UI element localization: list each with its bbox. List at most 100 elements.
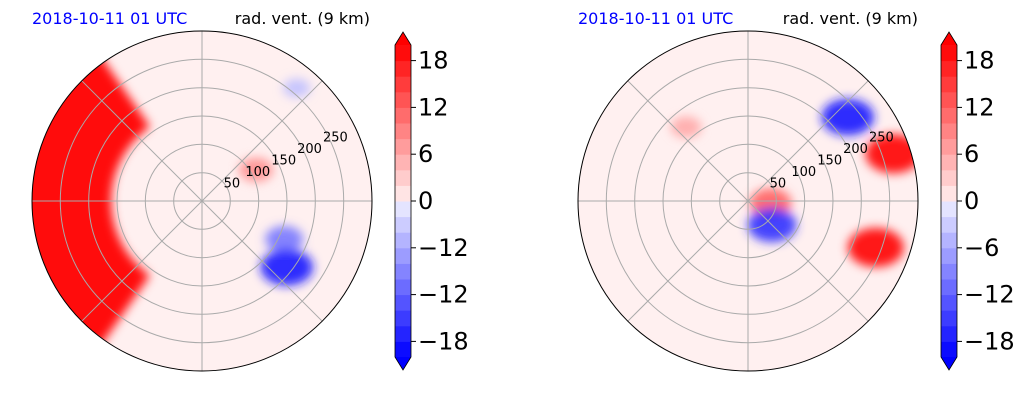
right-colorbar-level-6	[941, 247, 957, 264]
right-feature-blob-5	[670, 116, 702, 138]
right-velocity-field	[670, 98, 918, 268]
left-colorbar-level-11	[395, 169, 411, 186]
left-colorbar-tick-label-0: 18	[418, 47, 449, 75]
left-panel-variable-title: rad. vent. (9 km)	[235, 9, 370, 28]
left-colorbar-tick-label-2: 6	[418, 140, 433, 168]
left-colorbar-level-16	[395, 91, 411, 108]
right-colorbar-level-16	[941, 91, 957, 108]
right-colorbar-tick-label-2: 6	[964, 140, 979, 168]
left-colorbar-level-10	[395, 185, 411, 202]
left-colorbar-level-1	[395, 325, 411, 342]
left-colorbar-level-8	[395, 216, 411, 233]
right-colorbar-level-2	[941, 310, 957, 327]
left-colorbar-level-4	[395, 279, 411, 296]
left-colorbar-level-12	[395, 154, 411, 171]
right-radial-135	[747, 200, 869, 322]
right-colorbar: 18 12 6 0 −6 −12 −18	[940, 31, 1015, 371]
left-ring-label-150: 150	[271, 153, 296, 168]
right-ring-label-100: 100	[791, 165, 816, 180]
right-colorbar-level-18	[941, 60, 957, 77]
left-panel-date-title: 2018-10-11 01 UTC	[32, 9, 187, 28]
left-panel: 2018-10-11 01 UTC rad. vent. (9 km) 50 10…	[31, 9, 469, 372]
right-colorbar-level-1	[941, 325, 957, 342]
left-ring-label-50: 50	[224, 177, 241, 192]
left-colorbar-level-7	[395, 232, 411, 249]
right-polar-grid	[578, 31, 918, 371]
right-panel-date-title: 2018-10-11 01 UTC	[578, 9, 733, 28]
left-colorbar-level-17	[395, 76, 411, 93]
left-radial-45	[201, 80, 323, 202]
right-radial-225	[627, 200, 749, 322]
left-colorbar: 18 12 6 0 −12 −12 −18	[394, 31, 469, 371]
left-colorbar-tick-label-4: −12	[418, 234, 469, 262]
right-colorbar-level-0	[941, 341, 957, 358]
right-colorbar-tick-label-0: 18	[964, 47, 995, 75]
right-ring-label-150: 150	[817, 153, 842, 168]
right-colorbar-extend-max	[941, 32, 957, 45]
left-colorbar-level-6	[395, 247, 411, 264]
right-colorbar-outline	[940, 31, 958, 371]
right-colorbar-level-15	[941, 107, 957, 124]
right-colorbar-level-3	[941, 294, 957, 311]
right-colorbar-level-7	[941, 232, 957, 249]
left-colorbar-extend-min	[395, 357, 411, 370]
right-feature-blob-1	[865, 134, 918, 174]
left-radial-135	[201, 200, 323, 322]
left-feature-blob-2	[265, 226, 304, 253]
right-colorbar-tick-label-4: −6	[964, 234, 999, 262]
right-plot-border	[577, 30, 919, 372]
left-colorbar-level-18	[395, 60, 411, 77]
left-colorbar-tick-label-6: −18	[418, 327, 469, 355]
right-colorbar-level-19	[941, 45, 957, 62]
right-colorbar-level-13	[941, 138, 957, 155]
right-colorbar-level-11	[941, 169, 957, 186]
left-polar-grid	[32, 31, 372, 371]
left-plot-border	[31, 30, 373, 372]
right-polar-plot	[578, 31, 918, 371]
left-colorbar-level-19	[395, 45, 411, 62]
right-ring-label-250: 250	[869, 130, 894, 145]
left-ring-label-250: 250	[323, 130, 348, 145]
right-colorbar-level-14	[941, 123, 957, 140]
right-colorbar-tick-label-5: −12	[964, 281, 1015, 309]
left-colorbar-tick-label-3: 0	[418, 187, 433, 215]
right-colorbar-level-9	[941, 201, 957, 218]
left-colorbar-outline	[394, 31, 412, 371]
left-radial-225	[81, 200, 203, 322]
left-colorbar-extend-max	[395, 32, 411, 45]
left-colorbar-level-2	[395, 310, 411, 327]
left-colorbar-tick-label-5: −12	[418, 281, 469, 309]
right-panel: 2018-10-11 01 UTC rad. vent. (9 km) 50 10…	[577, 9, 1015, 372]
right-panel-variable-title: rad. vent. (9 km)	[783, 9, 918, 28]
left-feature-blob-1	[238, 157, 274, 182]
right-feature-blob-2	[847, 227, 904, 268]
left-colorbar-level-5	[395, 263, 411, 280]
left-ring-label-100: 100	[245, 165, 270, 180]
left-feature-blob-4	[283, 78, 311, 98]
right-colorbar-tick-label-3: 0	[964, 187, 979, 215]
right-colorbar-level-8	[941, 216, 957, 233]
right-colorbar-level-4	[941, 279, 957, 296]
right-colorbar-level-5	[941, 263, 957, 280]
right-radial-315	[627, 80, 749, 202]
left-colorbar-level-9	[395, 201, 411, 218]
left-ring-label-200: 200	[297, 142, 322, 157]
left-colorbar-level-14	[395, 123, 411, 140]
left-colorbar-level-15	[395, 107, 411, 124]
left-colorbar-level-3	[395, 294, 411, 311]
right-colorbar-level-17	[941, 76, 957, 93]
left-polar-plot	[32, 31, 372, 371]
left-colorbar-tick-label-1: 12	[418, 93, 449, 121]
right-colorbar-level-10	[941, 185, 957, 202]
right-ring-label-200: 200	[843, 142, 868, 157]
right-ring-label-50: 50	[770, 177, 787, 192]
left-colorbar-level-13	[395, 138, 411, 155]
left-colorbar-level-0	[395, 341, 411, 358]
right-colorbar-level-12	[941, 154, 957, 171]
right-colorbar-extend-min	[941, 357, 957, 370]
left-radial-315	[81, 80, 203, 202]
right-radial-45	[747, 80, 869, 202]
